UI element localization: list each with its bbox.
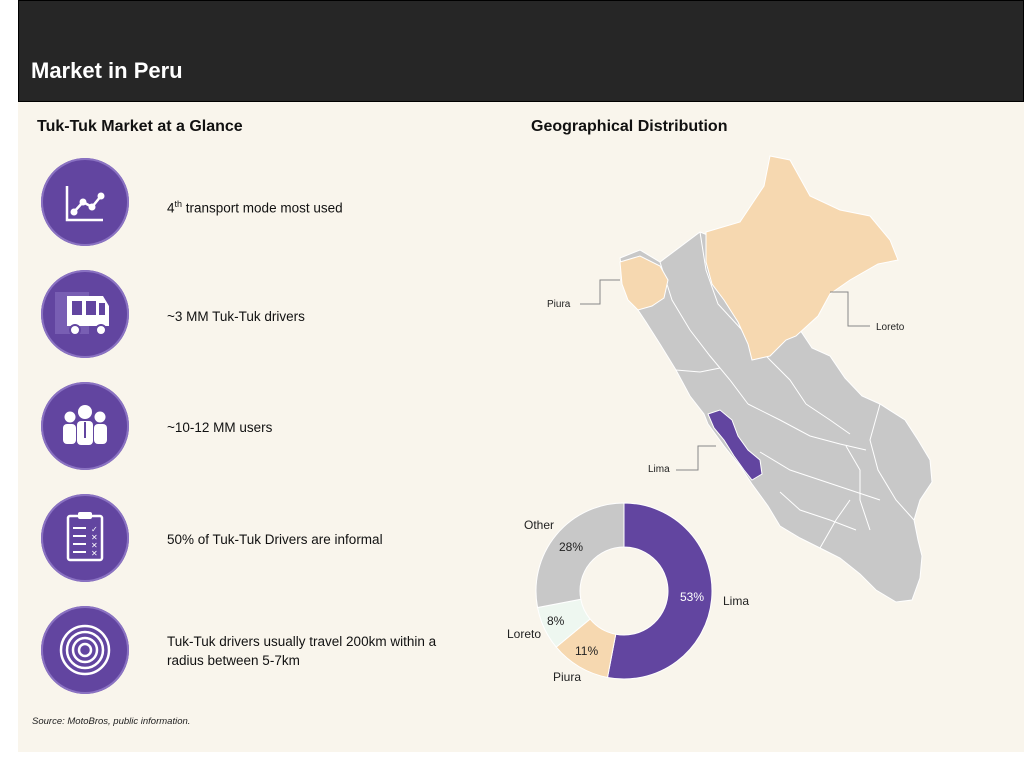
donut-category-label: Other	[524, 518, 555, 532]
donut-value-label: 11%	[575, 644, 599, 658]
stat-drivers: ~3 MM Tuk-Tuk drivers	[167, 309, 305, 324]
stat-transport-mode: 4th transport mode most used	[167, 199, 343, 216]
donut-value-label: 8%	[547, 614, 565, 628]
glance-title: Tuk-Tuk Market at a Glance	[37, 118, 243, 135]
svg-text:✓: ✓	[91, 525, 98, 534]
source-note: Source: MotoBros, public information.	[32, 716, 191, 727]
donut-category-label: Piura	[553, 670, 582, 684]
svg-text:✕: ✕	[91, 541, 98, 550]
stat-informal: 50% of Tuk-Tuk Drivers are informal	[167, 532, 383, 547]
users-group-icon	[41, 382, 129, 470]
page-title: Market in Peru	[31, 58, 183, 83]
donut-category-label: Lima	[723, 594, 750, 608]
donut-value-label: 28%	[559, 540, 584, 554]
map-label-lima: Lima	[648, 464, 670, 475]
tuk-tuk-icon	[41, 270, 129, 358]
donut-value-label: 53%	[680, 590, 705, 604]
checklist-clipboard-icon: ✓ ✕ ✕ ✕	[41, 494, 129, 582]
line-chart-icon	[41, 158, 129, 246]
header-bar: Market in Peru	[18, 0, 1024, 102]
svg-text:✕: ✕	[91, 533, 98, 542]
svg-text:✕: ✕	[91, 549, 98, 558]
stat-travel-radius: Tuk-Tuk drivers usually travel 200km wit…	[167, 634, 437, 668]
donut-category-label: Loreto	[507, 627, 542, 641]
stat-users: ~10-12 MM users	[167, 420, 273, 435]
map-label-piura: Piura	[547, 299, 571, 310]
geo-title: Geographical Distribution	[531, 118, 728, 135]
map-label-loreto: Loreto	[876, 322, 905, 333]
concentric-circles-icon	[41, 606, 129, 694]
